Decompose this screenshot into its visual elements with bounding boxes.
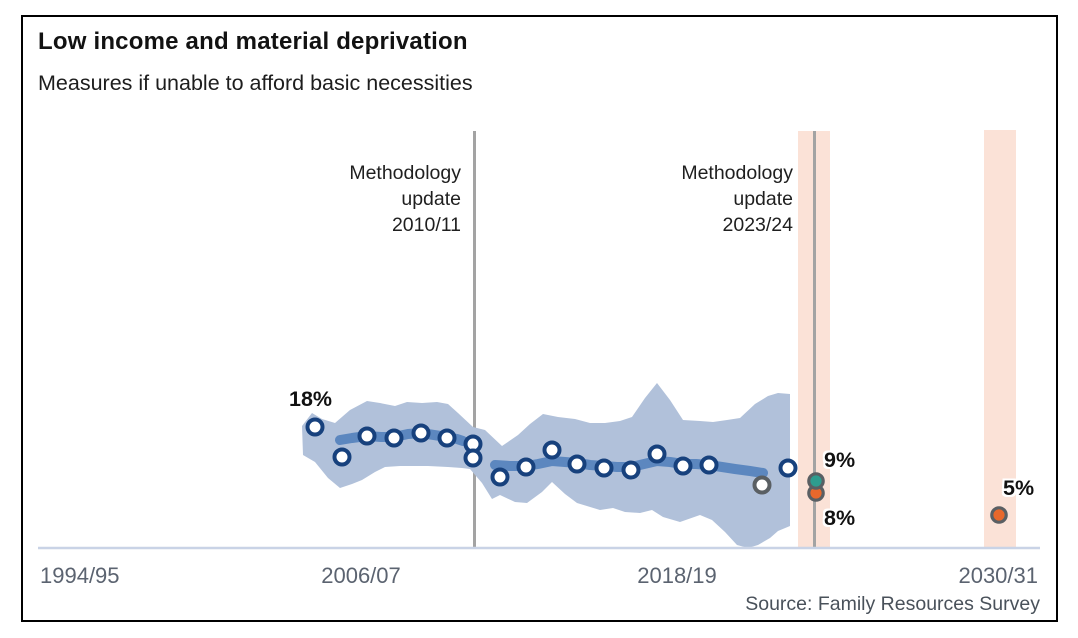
data-markers bbox=[305, 417, 1008, 524]
navy-data-marker bbox=[542, 440, 562, 460]
x-tick-2006-07: 2006/07 bbox=[321, 563, 401, 588]
navy-data-marker bbox=[699, 455, 719, 475]
navy-data-marker bbox=[357, 426, 377, 446]
navy-data-marker bbox=[411, 423, 431, 443]
gray_white-data-marker bbox=[752, 475, 772, 495]
data-label-5-percent: 5% bbox=[1003, 476, 1035, 500]
x-tick-2018-19: 2018/19 bbox=[637, 563, 717, 588]
navy-data-marker bbox=[647, 444, 667, 464]
navy-data-marker bbox=[384, 428, 404, 448]
data-label-8-percent: 8% bbox=[824, 506, 856, 530]
teal-data-marker bbox=[807, 472, 825, 490]
navy-data-marker bbox=[594, 458, 614, 478]
x-tick-1994-95: 1994/95 bbox=[40, 563, 120, 588]
navy-data-marker bbox=[567, 454, 587, 474]
navy-data-marker bbox=[437, 428, 457, 448]
highlight-band-2030-31 bbox=[984, 130, 1016, 548]
navy-data-marker bbox=[463, 448, 483, 468]
data-label-9-percent: 9% bbox=[824, 448, 856, 472]
navy-data-marker bbox=[621, 460, 641, 480]
navy-data-marker bbox=[673, 456, 693, 476]
data-label-18-percent: 18% bbox=[289, 387, 333, 411]
chart-subtitle: Measures if unable to afford basic neces… bbox=[38, 71, 473, 95]
navy-data-marker bbox=[778, 458, 798, 478]
chart-title: Low income and material deprivation bbox=[38, 28, 468, 55]
annotation-methodology-2010-11: Methodology update 2010/11 bbox=[349, 162, 461, 236]
source-attribution: Source: Family Resources Survey bbox=[745, 593, 1040, 615]
orange-data-marker bbox=[990, 506, 1008, 524]
navy-data-marker bbox=[516, 457, 536, 477]
x-tick-2030-31: 2030/31 bbox=[958, 563, 1038, 588]
navy-data-marker bbox=[490, 467, 510, 487]
annotation-methodology-2023-24: Methodology update 2023/24 bbox=[681, 162, 793, 236]
navy-data-marker bbox=[332, 447, 352, 467]
navy-data-marker bbox=[305, 417, 325, 437]
